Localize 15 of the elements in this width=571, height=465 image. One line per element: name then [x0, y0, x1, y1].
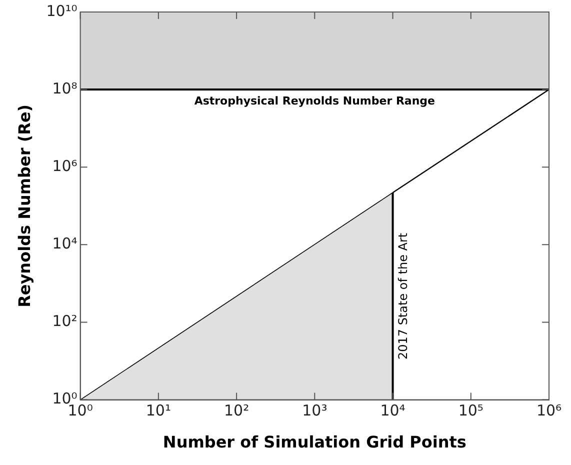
y-axis-title: Reynolds Number (Re) — [14, 104, 34, 308]
x-tick-label: 10⁶ — [536, 402, 562, 420]
ref-line-label: 2017 State of the Art — [396, 232, 410, 360]
x-axis-title: Number of Simulation Grid Points — [162, 432, 466, 452]
y-tick-label: 10¹⁰ — [46, 2, 78, 20]
x-tick-label: 10² — [224, 402, 250, 420]
y-tick-label: 10⁶ — [52, 157, 78, 176]
y-tick-label: 10² — [52, 312, 78, 330]
x-tick-label: 10¹ — [146, 402, 171, 420]
y-tick-label: 10⁸ — [52, 79, 78, 98]
ref-line-label: Astrophysical Reynolds Number Range — [194, 94, 436, 108]
x-tick-label: 10⁴ — [380, 402, 406, 420]
y-tick-label: 10⁴ — [52, 234, 78, 253]
x-tick-label: 10⁵ — [458, 402, 484, 420]
x-tick-label: 10³ — [302, 402, 328, 420]
